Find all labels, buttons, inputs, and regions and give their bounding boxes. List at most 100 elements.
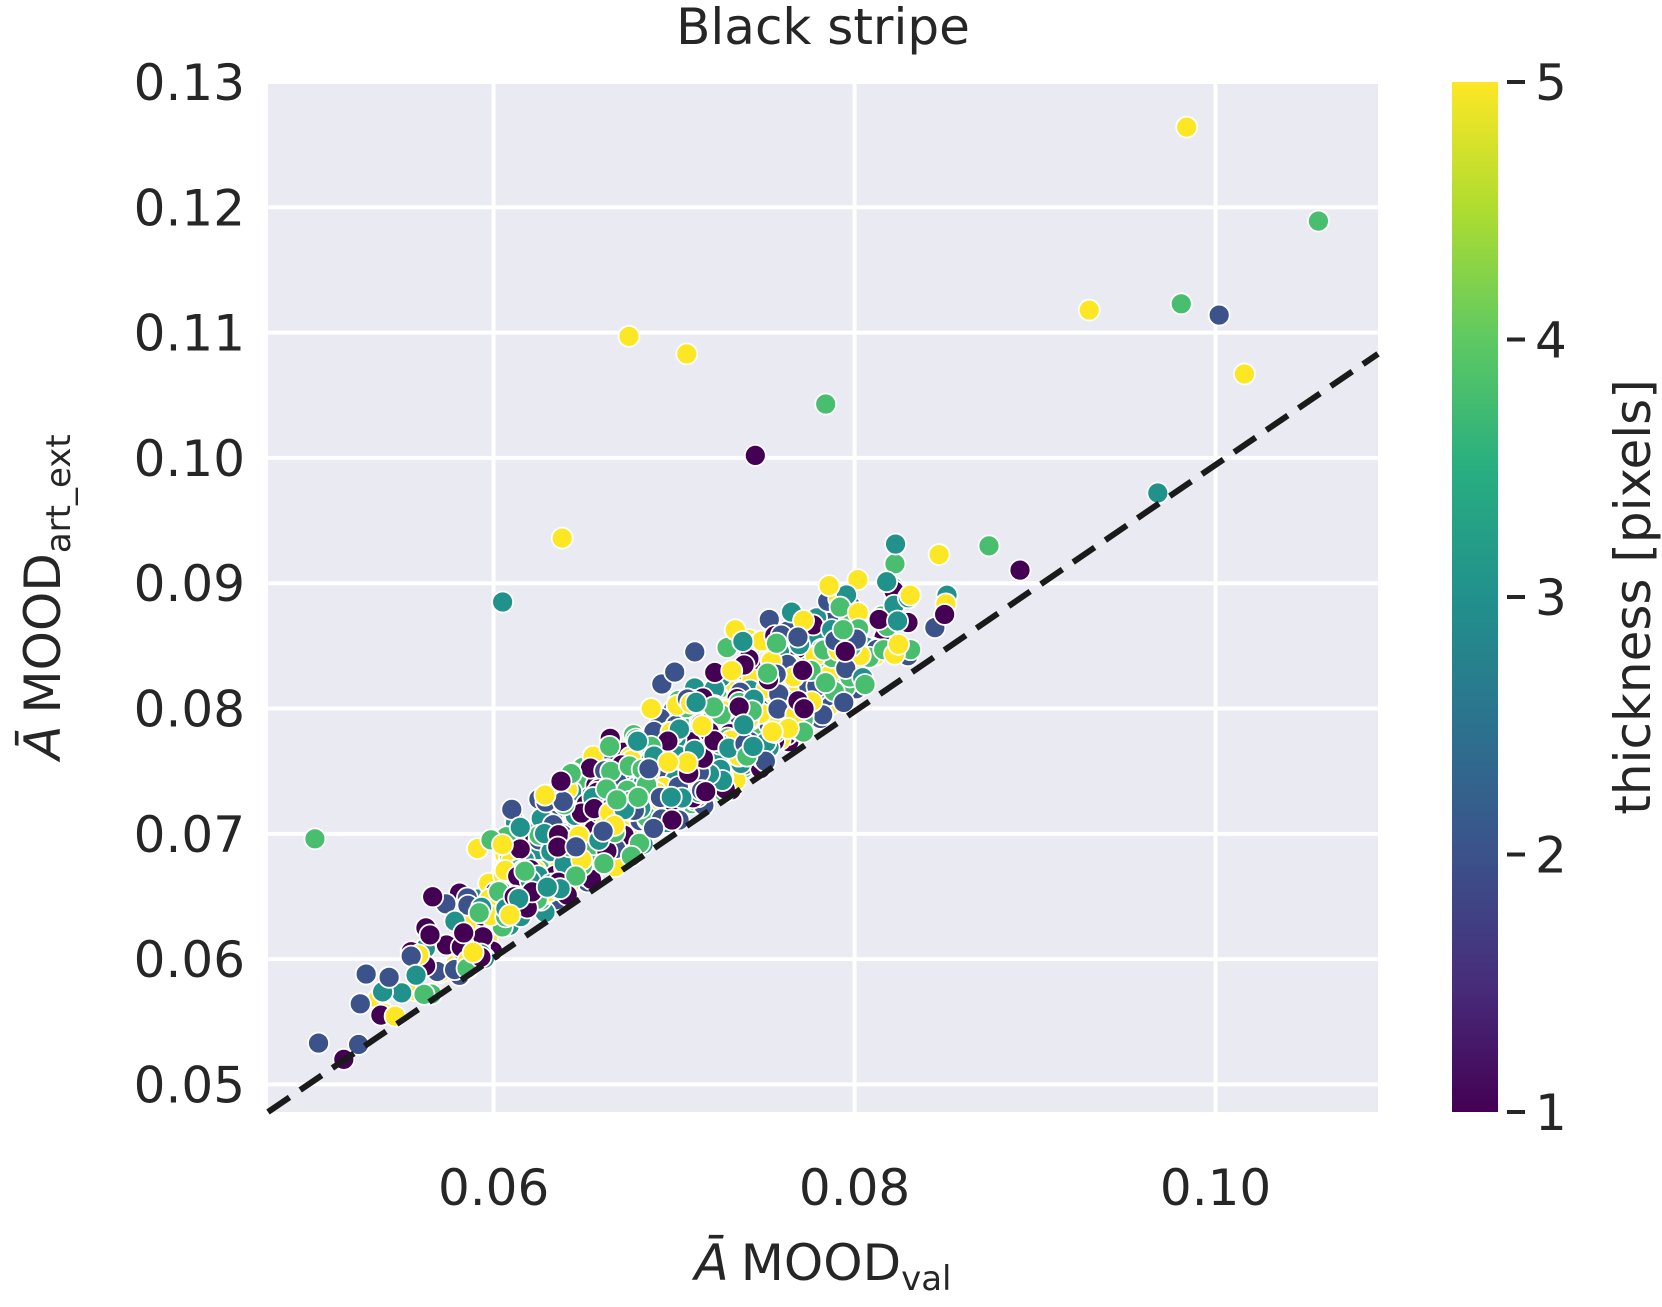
scatter-point <box>731 630 755 653</box>
scatter-point <box>1233 362 1256 386</box>
scatter-point <box>564 835 588 859</box>
scatter-point <box>1169 292 1193 316</box>
scatter-point <box>605 788 629 812</box>
scatter-point <box>792 697 816 721</box>
scatter-point <box>853 673 877 696</box>
scatter-point <box>404 963 428 987</box>
colorbar-ticks: 1 2 3 4 5 <box>1507 54 1567 1142</box>
scatter-point <box>303 827 327 851</box>
scatter-point <box>564 864 588 888</box>
scatter-point <box>1146 481 1170 505</box>
scatter-point <box>307 1031 330 1055</box>
scatter-point <box>1077 298 1101 322</box>
scatter-point <box>598 734 622 758</box>
scatter-point <box>741 735 765 758</box>
colorbar <box>1452 82 1498 1112</box>
colorbar-tick-label: 1 <box>1535 1084 1567 1142</box>
y-tick-label: 0.09 <box>134 555 245 613</box>
scatter-point <box>791 659 815 682</box>
scatter-point <box>656 750 680 774</box>
scatter-point <box>817 574 841 598</box>
scatter-point <box>898 583 922 607</box>
scatter-point <box>765 631 788 655</box>
scatter-point <box>491 833 514 857</box>
y-axis-label-sub: art_ext <box>39 434 79 553</box>
scatter-point <box>421 885 445 909</box>
scatter-point <box>887 632 910 656</box>
scatter-point <box>694 780 718 804</box>
scatter-point <box>675 342 699 366</box>
scatter-point <box>1008 558 1032 582</box>
scatter-point <box>720 659 744 683</box>
scatter-points <box>303 115 1330 1071</box>
scatter-point <box>760 720 784 744</box>
scatter-point <box>846 568 870 592</box>
colorbar-tick-label: 2 <box>1535 827 1567 885</box>
reference-line <box>266 351 1380 1115</box>
scatter-point <box>814 671 837 695</box>
scatter-point <box>348 992 372 1016</box>
y-tick-label: 0.07 <box>134 806 245 864</box>
scatter-point <box>756 661 779 685</box>
scatter-point <box>549 769 573 793</box>
x-axis-label-main: MOOD <box>741 1234 901 1292</box>
scatter-point <box>1175 115 1199 139</box>
y-tick-label: 0.10 <box>134 430 245 488</box>
colorbar-label: thickness [pixels] <box>1604 379 1662 814</box>
colorbar-tick-label: 3 <box>1535 569 1567 627</box>
scatter-point <box>1307 209 1330 233</box>
scatter-point <box>533 783 557 807</box>
scatter-point <box>927 543 951 566</box>
scatter-point <box>626 785 650 809</box>
x-axis-ticks: 0.06 0.08 0.10 <box>438 1159 1271 1217</box>
scatter-point <box>637 757 661 781</box>
scatter-point <box>977 534 1001 558</box>
y-tick-label: 0.12 <box>134 179 245 237</box>
scatter-point <box>550 526 574 550</box>
y-axis-label-symbol: Ā <box>14 726 72 763</box>
y-tick-label: 0.06 <box>134 931 245 989</box>
scatter-point <box>875 570 899 594</box>
y-tick-label: 0.05 <box>134 1056 245 1114</box>
scatter-point <box>732 713 756 737</box>
scatter-point <box>743 444 767 467</box>
y-axis-ticks: 0.05 0.06 0.07 0.08 0.09 0.10 0.11 0.12 0.13 <box>134 54 245 1114</box>
scatter-point <box>626 729 649 753</box>
scatter-point <box>461 941 485 964</box>
scatter-point <box>418 923 442 947</box>
scatter-point <box>675 751 699 774</box>
x-axis-label-symbol: Ā <box>692 1234 729 1292</box>
scatter-point <box>663 660 687 684</box>
scatter-point <box>508 815 532 839</box>
scatter-point <box>535 875 559 899</box>
scatter-point <box>1207 303 1231 327</box>
y-tick-label: 0.11 <box>134 305 245 363</box>
y-tick-label: 0.13 <box>134 54 245 112</box>
scatter-point <box>591 819 615 843</box>
scatter-point <box>786 625 810 649</box>
scatter-point <box>513 859 537 883</box>
scatter-point <box>467 901 491 925</box>
scatter-point <box>831 618 855 642</box>
scatter-point <box>639 697 663 720</box>
x-axis-label: Ā MOODval <box>692 1234 952 1299</box>
scatter-point <box>884 532 907 556</box>
scatter-point <box>832 691 856 714</box>
scatter-point <box>592 852 616 875</box>
y-axis-label-main: MOOD <box>14 553 72 713</box>
x-tick-label: 0.06 <box>438 1159 549 1217</box>
scatter-point <box>617 324 641 348</box>
scatter-point <box>660 808 684 832</box>
scatter-point <box>684 691 708 714</box>
scatter-point <box>683 640 707 664</box>
scatter-point <box>642 817 665 840</box>
scatter-point <box>354 962 378 986</box>
scatter-point <box>933 603 957 626</box>
scatter-point <box>377 965 401 989</box>
scatter-point <box>498 903 522 927</box>
colorbar-tick-label: 4 <box>1535 312 1567 370</box>
scatter-point <box>491 590 515 614</box>
x-tick-label: 0.10 <box>1160 1159 1271 1217</box>
chart-title: Black stripe <box>676 0 970 56</box>
